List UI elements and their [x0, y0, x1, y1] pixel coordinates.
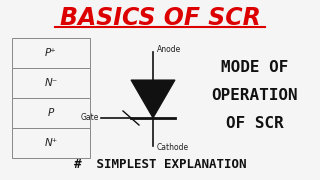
Text: OPERATION: OPERATION — [212, 89, 298, 104]
Text: MODE OF: MODE OF — [221, 60, 289, 75]
Text: N⁺: N⁺ — [44, 138, 58, 148]
Text: P⁺: P⁺ — [45, 48, 57, 58]
Bar — [12, 98, 90, 128]
Text: BASICS OF SCR: BASICS OF SCR — [60, 6, 260, 30]
Text: Anode: Anode — [157, 46, 181, 55]
Text: P: P — [48, 108, 54, 118]
Polygon shape — [131, 80, 175, 118]
Text: OF SCR: OF SCR — [226, 116, 284, 132]
Bar — [12, 128, 90, 158]
Text: Cathode: Cathode — [157, 143, 189, 152]
Bar — [12, 68, 90, 98]
Text: Gate: Gate — [81, 114, 99, 123]
Bar — [12, 38, 90, 68]
Text: #  SIMPLEST EXPLANATION: # SIMPLEST EXPLANATION — [74, 159, 246, 172]
Text: N⁻: N⁻ — [44, 78, 58, 88]
